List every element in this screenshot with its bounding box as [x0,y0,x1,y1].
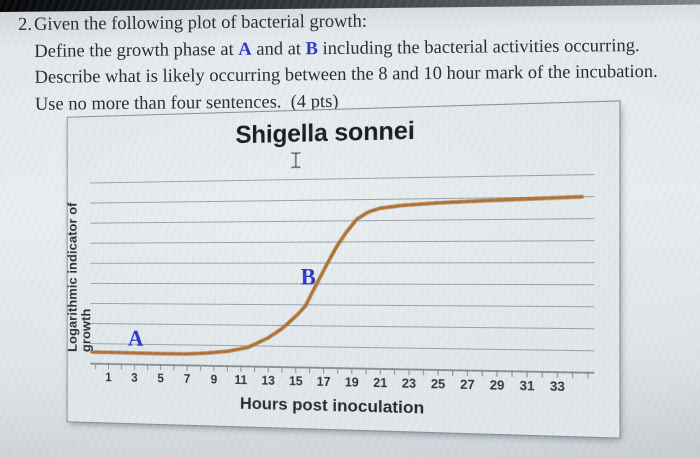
gridline [90,263,594,264]
x-tick-label: 23 [402,376,416,391]
x-axis-line [90,364,594,373]
question-line-1-text: Given the following plot of bacterial gr… [34,11,368,35]
x-tick-label: 33 [550,379,565,394]
x-tick-label: 9 [211,372,218,386]
x-tick-label: 21 [373,376,387,391]
x-tick-label: 7 [184,372,191,386]
x-tick-label: 29 [490,378,505,393]
x-tick-label: 19 [345,375,359,390]
gridline [90,175,594,183]
x-tick-label: 3 [131,371,138,385]
x-tick-label: 25 [431,377,446,392]
phase-a-reference: A [238,39,252,60]
phase-b-reference: B [305,38,319,59]
x-tick-label: 15 [289,374,303,389]
x-tick-label: 11 [235,373,248,387]
x-tick-label: 17 [317,374,331,389]
gridline [90,323,594,328]
question-number: 2. [18,14,33,35]
x-tick-label: 5 [157,371,164,385]
gridline [90,283,594,284]
x-tick-label: 13 [261,373,275,388]
x-tick-label: 27 [460,377,475,392]
gridline [90,303,594,306]
gridline [90,219,594,224]
phase-label-B: B [301,264,316,290]
growth-chart: Shigella sonnei Logarithmic indicator of… [66,100,621,439]
phase-label-A: A [128,326,143,351]
x-tick-label: 1 [105,370,112,384]
x-tick-label: 31 [520,378,535,393]
gridline [90,344,594,351]
